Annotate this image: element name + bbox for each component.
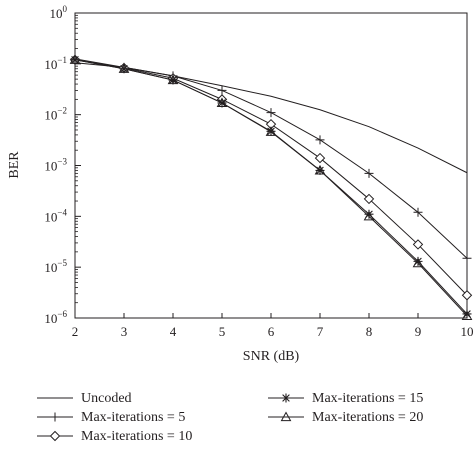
x-axis-ticks: 2 3 4 5 6 7 8 9 10 bbox=[72, 313, 474, 339]
y-tick-label: 10−6 bbox=[44, 309, 67, 326]
series-4-point bbox=[216, 97, 228, 108]
legend-item-3: Max-iterations = 15 bbox=[268, 391, 423, 406]
y-tick-label: 10−1 bbox=[44, 55, 67, 72]
series-3-point bbox=[364, 209, 374, 219]
x-tick-label: 8 bbox=[366, 324, 373, 339]
x-tick-label: 4 bbox=[170, 324, 177, 339]
plot-frame bbox=[74, 12, 468, 319]
series-1-point bbox=[217, 85, 227, 95]
series-line-4 bbox=[74, 59, 468, 317]
y-axis-ticks: 100 10−1 10−2 10−3 10−4 10−5 10−6 bbox=[44, 4, 81, 326]
x-tick-label: 7 bbox=[317, 324, 324, 339]
y-axis-label: BER bbox=[7, 151, 22, 179]
series-4-point bbox=[461, 310, 473, 320]
series-4-point bbox=[167, 74, 179, 85]
series-3-point bbox=[70, 55, 80, 65]
x-tick-label: 5 bbox=[219, 324, 226, 339]
y-tick-label: 10−5 bbox=[44, 258, 67, 275]
series-line-3 bbox=[74, 59, 468, 315]
legend-item-2: Max-iterations = 10 bbox=[37, 429, 192, 444]
series-1-point bbox=[266, 108, 276, 118]
legend-item-1: Max-iterations = 5 bbox=[37, 410, 185, 425]
x-tick-label: 3 bbox=[121, 324, 128, 339]
series-3-point bbox=[315, 165, 325, 175]
series-markers bbox=[69, 54, 473, 320]
x-tick-label: 2 bbox=[72, 324, 79, 339]
series-line-0 bbox=[74, 62, 468, 174]
x-tick-label: 10 bbox=[461, 324, 474, 339]
x-tick-label: 9 bbox=[415, 324, 422, 339]
legend: Uncoded Max-iterations = 5 Max-iterations … bbox=[37, 391, 423, 444]
series-3-point bbox=[413, 256, 423, 266]
series-3-point bbox=[168, 75, 178, 85]
series-3-point bbox=[462, 309, 472, 319]
legend-marker bbox=[280, 411, 292, 422]
x-axis-label: SNR (dB) bbox=[243, 349, 300, 364]
series-2-point bbox=[412, 239, 424, 250]
x-tick-label: 6 bbox=[268, 324, 275, 339]
y-tick-label: 100 bbox=[50, 4, 68, 21]
series-1-point bbox=[413, 207, 423, 217]
series-4-point bbox=[314, 164, 326, 175]
series-4-point bbox=[69, 54, 81, 64]
series-4-point bbox=[412, 257, 424, 268]
legend-marker bbox=[49, 430, 61, 442]
series-4-point bbox=[118, 63, 130, 73]
legend-marker bbox=[50, 412, 60, 422]
legend-label: Uncoded bbox=[81, 391, 132, 406]
series-1-point bbox=[462, 253, 472, 263]
series-3-point bbox=[266, 126, 276, 136]
series-3-point bbox=[119, 64, 129, 74]
series-1-point bbox=[315, 135, 325, 145]
series-2-point bbox=[363, 193, 375, 205]
series-lines bbox=[74, 58, 468, 317]
series-2-point bbox=[461, 290, 473, 301]
legend-label: Max-iterations = 10 bbox=[81, 429, 192, 444]
series-4-point bbox=[363, 210, 375, 221]
series-3-point bbox=[217, 98, 227, 108]
legend-marker bbox=[281, 393, 291, 403]
series-1-point bbox=[364, 168, 374, 178]
y-tick-label: 10−2 bbox=[44, 106, 67, 123]
series-line-1 bbox=[74, 58, 468, 259]
legend-label: Max-iterations = 5 bbox=[81, 410, 185, 425]
series-line-2 bbox=[74, 59, 468, 296]
series-2-point bbox=[314, 152, 326, 164]
legend-label: Max-iterations = 15 bbox=[312, 391, 423, 406]
legend-label: Max-iterations = 20 bbox=[312, 410, 423, 425]
y-minor-ticks bbox=[75, 14, 78, 304]
y-tick-label: 10−3 bbox=[44, 157, 67, 174]
legend-item-4: Max-iterations = 20 bbox=[268, 410, 423, 425]
y-tick-label: 10−4 bbox=[44, 207, 67, 224]
legend-item-0: Uncoded bbox=[37, 391, 132, 406]
series-4-point bbox=[265, 126, 277, 136]
